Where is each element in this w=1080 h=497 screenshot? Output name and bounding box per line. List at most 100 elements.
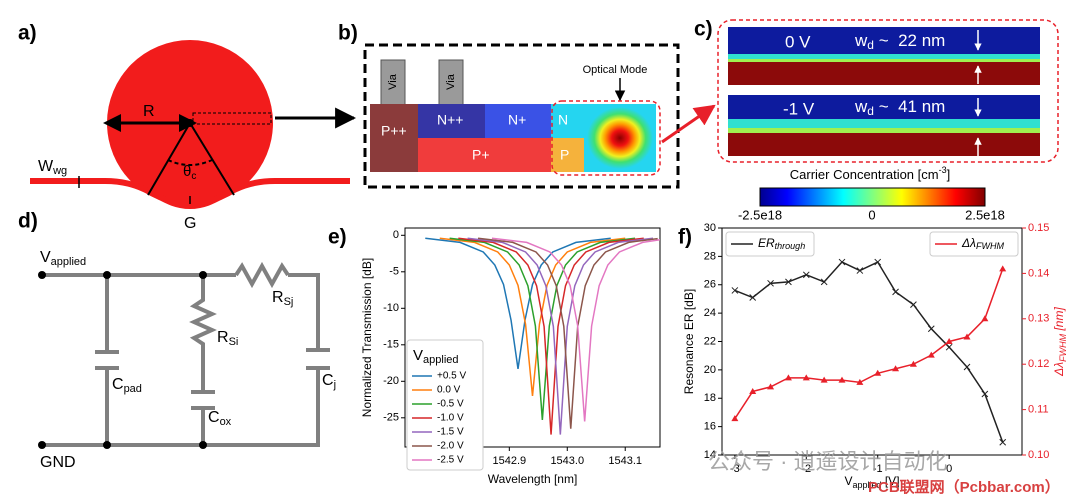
series-line	[734, 261, 1004, 443]
marker	[749, 294, 757, 301]
label: through	[775, 241, 806, 251]
label: [nm]	[1052, 307, 1066, 334]
marker	[802, 271, 810, 279]
marker	[999, 265, 1007, 272]
label: R	[143, 103, 155, 120]
series-group	[731, 258, 1007, 446]
frame	[363, 43, 680, 189]
y-tick-label: 16	[704, 421, 716, 433]
x-tick-label: -1	[873, 463, 883, 475]
label: V	[844, 474, 852, 488]
label: Cj	[322, 372, 336, 391]
angle-line	[189, 122, 235, 196]
node	[103, 271, 111, 279]
capacitor	[95, 348, 330, 410]
label: wd ~ 22 nm	[854, 31, 945, 52]
colorbar-label: 2.5e18	[965, 207, 1005, 222]
colorbar-label: 0	[868, 207, 875, 222]
y-tick-label: -10	[383, 302, 399, 314]
label: d	[867, 104, 874, 118]
marker	[981, 390, 989, 398]
waveguide	[30, 178, 350, 210]
frame	[717, 19, 1059, 163]
label: Optical Mode	[583, 64, 648, 76]
marker	[785, 278, 792, 286]
x-tick-label: 0	[946, 463, 952, 475]
legend-box	[406, 339, 484, 471]
depletion-maps: 0 V wd ~ 22 nm -1 V wd ~ 41 nm Carrier C…	[717, 19, 1059, 222]
label: R	[217, 329, 229, 346]
label: 0 V	[785, 32, 811, 51]
x-tick-label: 1543.1	[608, 455, 642, 467]
label: applied	[51, 256, 86, 268]
label: G	[184, 215, 196, 232]
marker	[999, 438, 1007, 446]
circuit	[42, 261, 330, 447]
series-line	[491, 237, 660, 422]
cross-section: Via Via P++ N++ N+ P+ N P Optical Mode	[363, 43, 716, 189]
series-group	[425, 237, 660, 435]
angle-arc	[167, 159, 213, 166]
label: wd ~ 41 nm	[854, 97, 945, 118]
legend-label: -1.5 V	[437, 427, 464, 438]
x-tick-label: 1542.9	[492, 455, 526, 467]
legend-box	[929, 231, 1019, 257]
marker	[802, 374, 810, 381]
y-tick-label: -5	[389, 266, 399, 278]
label: P++	[381, 123, 407, 139]
label: Wwg	[38, 158, 67, 177]
panel-label: a)	[18, 22, 37, 45]
y-tick-label: 28	[704, 250, 716, 262]
marker	[874, 369, 882, 376]
panel-label: e)	[328, 226, 347, 249]
axis-label: ΔλFWHM [nm]	[1052, 307, 1068, 377]
label: ~ 41 nm	[874, 97, 945, 116]
series-line	[458, 237, 644, 435]
series-line	[439, 237, 626, 396]
watermark: PCB联盟网（Pcbbar.com）	[868, 478, 1060, 496]
resistor	[234, 261, 290, 289]
panel-label: d)	[18, 210, 38, 233]
marker	[927, 351, 935, 358]
label: w	[854, 97, 868, 116]
legend-label: ΔλFWHM	[961, 236, 1004, 251]
panel-label: f)	[678, 226, 692, 249]
y2-tick-label: 0.14	[1028, 267, 1049, 279]
marker	[963, 333, 971, 340]
series-line	[734, 268, 1004, 420]
marker	[731, 287, 739, 294]
highlight	[551, 100, 661, 176]
label: ~ 22 nm	[874, 31, 945, 50]
x-tick-label: -3	[730, 463, 740, 475]
plot-frame	[721, 227, 1023, 456]
colorbar	[759, 187, 986, 207]
label: applied	[852, 480, 881, 490]
map	[728, 59, 1040, 62]
y-tick-label: 0	[393, 229, 399, 241]
y2-tick-label: 0.15	[1028, 222, 1049, 234]
label: ]	[947, 167, 951, 182]
region	[418, 138, 551, 172]
y2-tick-label: 0.10	[1028, 449, 1049, 461]
label: Cox	[208, 409, 232, 428]
label: P+	[472, 147, 490, 163]
map	[728, 133, 1040, 156]
y-tick-label: 20	[704, 364, 716, 376]
series-line	[467, 237, 654, 435]
label: N++	[437, 112, 463, 128]
axis-label: Resonance ER [dB]	[682, 289, 696, 394]
map	[728, 128, 1040, 133]
label: c	[191, 171, 196, 182]
label: V	[40, 249, 51, 266]
axis-label: Normalized Transmission [dB]	[360, 258, 374, 417]
label: wg	[52, 165, 67, 177]
label: Via	[387, 73, 399, 90]
label: Si	[229, 336, 239, 348]
label: pad	[124, 383, 142, 395]
resistor	[189, 275, 217, 445]
label: θc	[183, 163, 196, 182]
marker	[767, 383, 775, 390]
marker	[731, 415, 739, 422]
marker	[784, 374, 792, 381]
plot-frame	[404, 227, 661, 448]
